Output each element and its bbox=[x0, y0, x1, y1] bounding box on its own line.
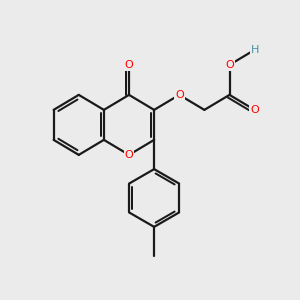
Text: O: O bbox=[124, 150, 134, 160]
Text: O: O bbox=[225, 60, 234, 70]
Text: H: H bbox=[250, 45, 259, 55]
Text: O: O bbox=[250, 105, 259, 115]
Text: O: O bbox=[124, 60, 134, 70]
Text: O: O bbox=[175, 90, 184, 100]
